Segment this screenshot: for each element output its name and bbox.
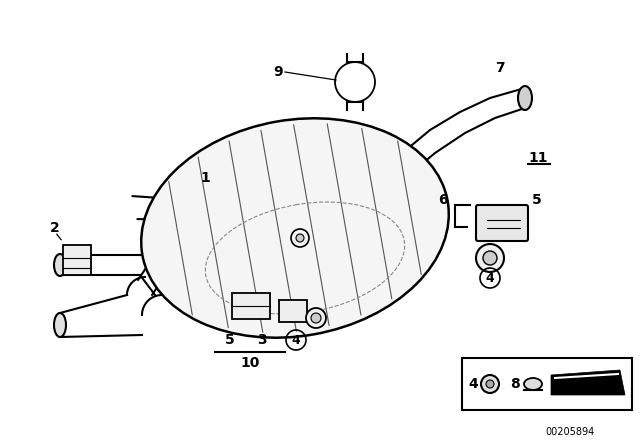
Text: 4: 4 [292,333,300,346]
Circle shape [481,375,499,393]
Text: 00205894: 00205894 [545,427,595,437]
FancyBboxPatch shape [232,293,270,319]
Ellipse shape [518,86,532,110]
Text: 8: 8 [510,377,520,391]
Text: 11: 11 [528,151,548,165]
Polygon shape [551,370,625,395]
Circle shape [483,251,497,265]
Text: 5: 5 [225,333,235,347]
Ellipse shape [141,118,449,338]
Circle shape [476,244,504,272]
FancyBboxPatch shape [476,205,528,241]
Circle shape [306,308,326,328]
FancyBboxPatch shape [63,245,91,275]
Circle shape [486,380,494,388]
Ellipse shape [54,313,66,337]
Text: 2: 2 [50,221,60,235]
Circle shape [311,313,321,323]
Circle shape [296,234,304,242]
Text: 6: 6 [438,193,448,207]
Text: 4: 4 [486,271,494,284]
Text: 9: 9 [273,65,283,79]
Text: 1: 1 [200,171,210,185]
Text: 3: 3 [257,333,267,347]
Circle shape [291,229,309,247]
Text: 10: 10 [240,356,260,370]
Text: 7: 7 [495,61,505,75]
Ellipse shape [524,378,542,390]
Text: 4: 4 [468,377,478,391]
Ellipse shape [54,254,66,276]
FancyBboxPatch shape [279,300,307,322]
Text: 5: 5 [532,193,542,207]
Bar [462,358,632,410]
